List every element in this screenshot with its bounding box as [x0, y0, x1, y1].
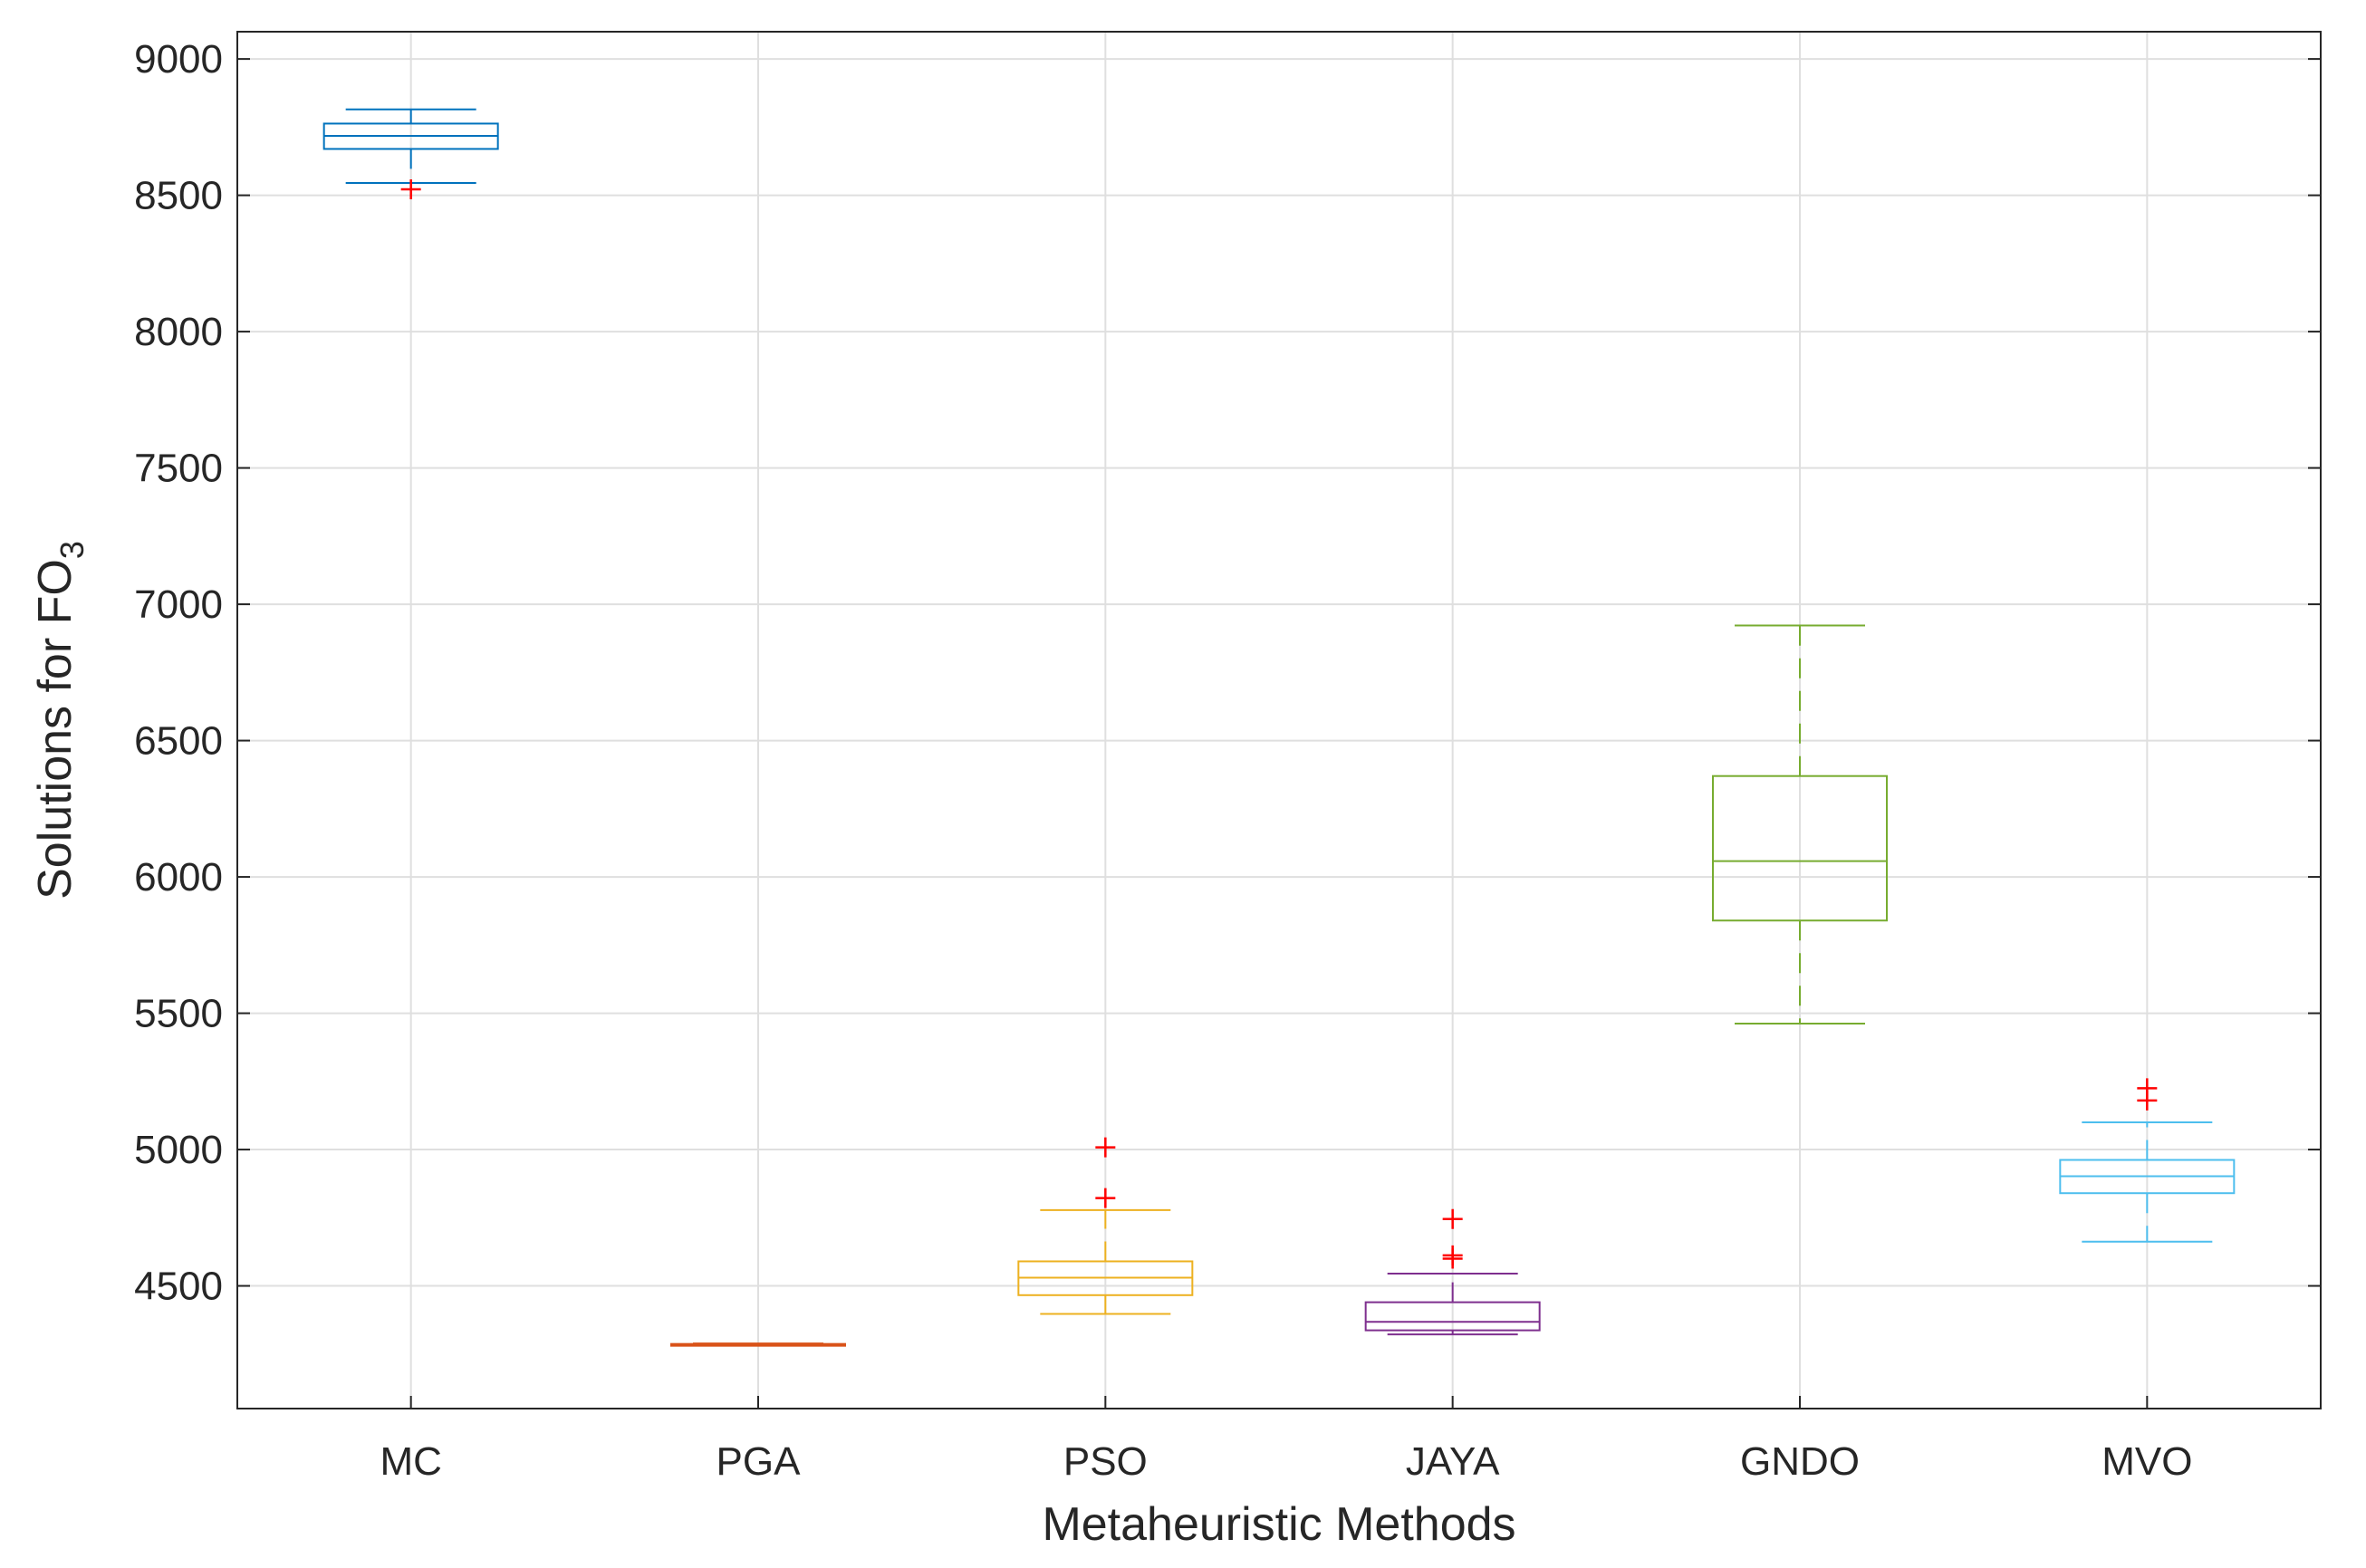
y-tick-label: 6000	[134, 855, 223, 899]
y-tick-label: 5000	[134, 1128, 223, 1172]
box-gndo	[1712, 624, 1888, 1025]
outlier-marker	[1442, 1208, 1463, 1229]
outlier-marker	[1095, 1137, 1116, 1158]
y-tick-label: 9000	[134, 37, 223, 82]
outlier-marker	[400, 178, 421, 199]
y-tick-label: 4500	[134, 1265, 223, 1309]
box-pga	[670, 1342, 846, 1347]
box-pso	[1017, 1137, 1194, 1315]
y-tick-label: 7000	[134, 582, 223, 627]
box-jaya	[1364, 1208, 1541, 1336]
x-tick-label: JAYA	[1406, 1439, 1500, 1484]
box-mc	[322, 108, 499, 199]
y-tick-label: 6500	[134, 719, 223, 764]
x-tick-label: MC	[380, 1439, 441, 1484]
y-tick-label: 8000	[134, 310, 223, 354]
outlier-marker	[1442, 1245, 1463, 1265]
y-axis-label-subscript: 3	[53, 541, 91, 559]
box-iqr	[1364, 1301, 1541, 1332]
outlier-marker	[1095, 1188, 1116, 1208]
x-tick-label: MVO	[2102, 1439, 2192, 1484]
grid-lines	[237, 32, 2321, 1409]
box-iqr	[1712, 774, 1888, 922]
x-tick-label: PSO	[1063, 1439, 1148, 1484]
plot-frame	[236, 31, 2322, 1409]
box-series	[322, 108, 2236, 1347]
x-axis-ticks: MC PGA PSO JAYA GNDO MVO	[380, 1396, 2192, 1484]
y-axis-label-main: Solutions for FO	[29, 559, 82, 899]
box-mvo	[2059, 1078, 2236, 1243]
y-tick-label: 8500	[134, 174, 223, 218]
y-tick-label: 5500	[134, 992, 223, 1036]
y-tick-label: 7500	[134, 447, 223, 491]
y-axis-ticks: 4500 5000 5500 6000 6500 7000 7500 8000 8500 9000	[134, 37, 2321, 1309]
x-tick-label: GNDO	[1740, 1439, 1860, 1484]
y-axis-label: Solutions for FO3	[29, 541, 91, 899]
outlier-marker	[2137, 1078, 2158, 1099]
x-tick-label: PGA	[717, 1439, 802, 1484]
x-axis-label: Metaheuristic Methods	[1042, 1498, 1515, 1551]
